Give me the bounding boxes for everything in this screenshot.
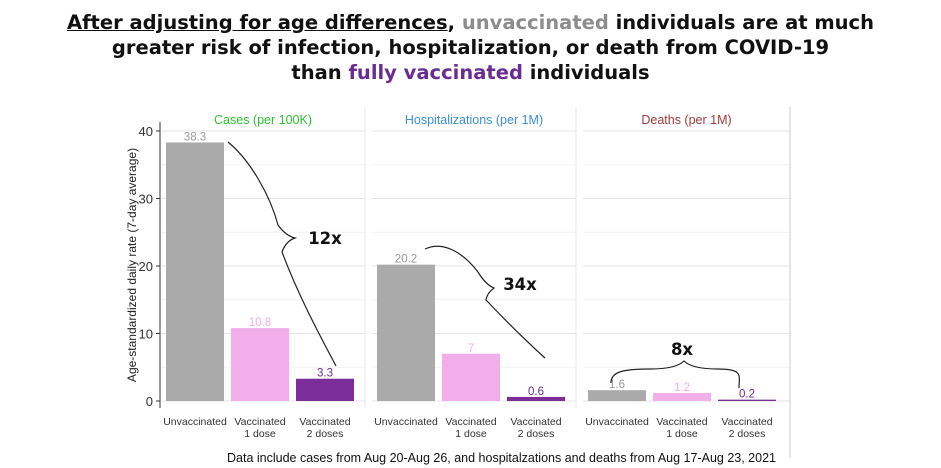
x-tick-label: Vaccinated <box>299 416 350 428</box>
title-fully-vaccinated: fully vaccinated <box>348 61 523 84</box>
chart-title: After adjusting for age differences, unv… <box>0 10 941 85</box>
bar-value-label: 20.2 <box>395 254 417 266</box>
bar <box>588 390 646 401</box>
bar-value-label: 7 <box>468 343 474 355</box>
x-tick-label: Vaccinated <box>510 416 561 428</box>
panel-title: Cases (per 100K) <box>214 113 312 127</box>
x-tick-label: 2 doses <box>729 428 766 440</box>
bar <box>231 328 289 401</box>
title-rest-1: individuals are at much <box>608 11 875 34</box>
x-tick-label: Vaccinated <box>721 416 772 428</box>
x-tick-label: 2 doses <box>518 428 555 440</box>
ratio-brace <box>424 245 546 359</box>
bar <box>166 142 224 401</box>
x-tick-label: 1 dose <box>455 428 487 440</box>
title-rest-3: individuals <box>522 61 650 84</box>
ratio-label: 8x <box>671 340 693 359</box>
x-tick-label: 1 dose <box>244 428 276 440</box>
x-tick-label: Vaccinated <box>445 416 496 428</box>
bar-value-label: 1.6 <box>609 379 625 391</box>
bar <box>718 399 776 401</box>
title-line-1: After adjusting for age differences, unv… <box>0 10 941 35</box>
title-than: than <box>291 61 349 84</box>
bar-value-label: 38.3 <box>184 131 206 143</box>
panel-background <box>583 107 790 408</box>
ratio-label: 34x <box>503 275 537 294</box>
title-line-2: greater risk of infection, hospitalizati… <box>111 36 830 59</box>
title-comma: , <box>447 11 462 34</box>
title-unvaccinated: unvaccinated <box>461 11 609 34</box>
bar <box>296 378 354 401</box>
x-tick-label: Vaccinated <box>656 416 707 428</box>
bar-value-label: 1.2 <box>674 382 690 394</box>
x-tick-label: Unvaccinated <box>163 416 227 428</box>
y-tick-label: 10 <box>139 327 153 342</box>
bar-value-label: 10.8 <box>249 317 271 329</box>
bar <box>442 353 500 401</box>
x-tick-label: Unvaccinated <box>374 416 438 428</box>
ratio-label: 12x <box>308 229 342 248</box>
title-line-3: than fully vaccinated individuals <box>0 60 941 85</box>
panel-title: Deaths (per 1M) <box>641 113 731 127</box>
footnote: Data include cases from Aug 20-Aug 26, a… <box>227 451 776 465</box>
ratio-brace <box>610 360 740 389</box>
x-tick-label: 1 dose <box>666 428 698 440</box>
panel-title: Hospitalizations (per 1M) <box>405 113 543 127</box>
ratio-brace <box>227 141 337 367</box>
title-age-adjust: After adjusting for age differences <box>66 11 448 34</box>
bar-value-label: 0.2 <box>739 389 755 401</box>
y-tick-label: 0 <box>146 394 153 409</box>
bar-value-label: 0.6 <box>528 386 544 398</box>
x-tick-label: 2 doses <box>307 428 344 440</box>
y-tick-label: 20 <box>139 259 153 274</box>
bar <box>377 264 435 401</box>
x-tick-label: Unvaccinated <box>585 416 649 428</box>
bar-value-label: 3.3 <box>317 368 333 380</box>
y-tick-label: 30 <box>139 192 153 207</box>
x-tick-label: Vaccinated <box>234 416 285 428</box>
bar <box>507 396 565 401</box>
bar <box>653 392 711 401</box>
y-axis-label: Age-standardized daily rate (7-day avera… <box>125 148 139 382</box>
y-tick-label: 40 <box>139 124 153 139</box>
